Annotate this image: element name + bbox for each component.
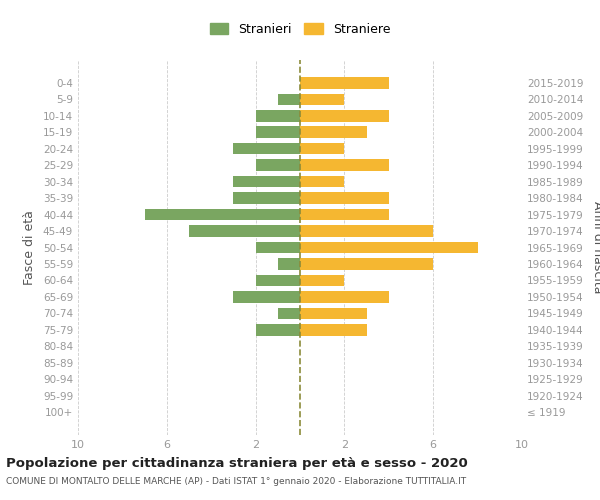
Y-axis label: Anni di nascita: Anni di nascita [590, 201, 600, 294]
Bar [278, 94, 300, 105]
Bar [300, 258, 433, 270]
Text: Popolazione per cittadinanza straniera per età e sesso - 2020: Popolazione per cittadinanza straniera p… [6, 458, 468, 470]
Bar [300, 226, 433, 237]
Bar [300, 274, 344, 286]
Bar [300, 209, 389, 220]
Bar [233, 291, 300, 302]
Bar [300, 77, 389, 88]
Bar [256, 242, 300, 254]
Bar [278, 258, 300, 270]
Bar [300, 110, 389, 122]
Bar [256, 160, 300, 171]
Bar [233, 192, 300, 204]
Bar [233, 176, 300, 188]
Bar [256, 274, 300, 286]
Bar [256, 110, 300, 122]
Bar [300, 291, 389, 302]
Bar [300, 94, 344, 105]
Legend: Stranieri, Straniere: Stranieri, Straniere [205, 18, 395, 40]
Bar [256, 126, 300, 138]
Bar [189, 226, 300, 237]
Y-axis label: Fasce di età: Fasce di età [23, 210, 36, 285]
Bar [300, 160, 389, 171]
Bar [145, 209, 300, 220]
Bar [256, 324, 300, 336]
Bar [300, 126, 367, 138]
Bar [300, 242, 478, 254]
Bar [300, 176, 344, 188]
Bar [300, 308, 367, 319]
Bar [278, 308, 300, 319]
Bar [233, 143, 300, 154]
Text: COMUNE DI MONTALTO DELLE MARCHE (AP) - Dati ISTAT 1° gennaio 2020 - Elaborazione: COMUNE DI MONTALTO DELLE MARCHE (AP) - D… [6, 478, 466, 486]
Bar [300, 324, 367, 336]
Bar [300, 143, 344, 154]
Bar [300, 192, 389, 204]
